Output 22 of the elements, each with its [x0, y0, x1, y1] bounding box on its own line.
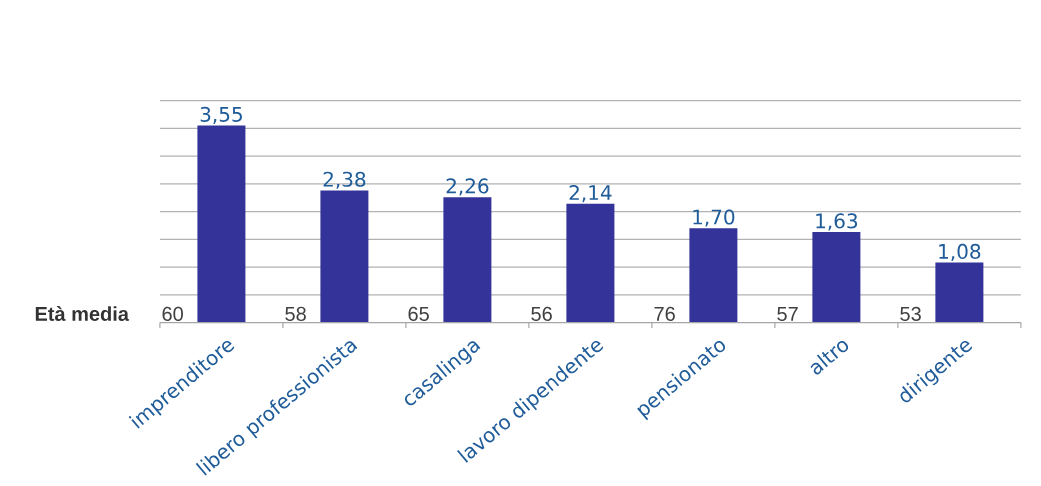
annotation: 53 — [900, 306, 921, 321]
text: Età media — [35, 306, 130, 321]
bar — [689, 228, 738, 323]
bar — [320, 190, 369, 323]
annotation: 76 — [654, 306, 675, 321]
annotation: 57 — [777, 306, 798, 321]
data-label: 2,26 — [446, 178, 489, 196]
bar — [935, 262, 984, 323]
data-label: 1,08 — [939, 243, 981, 261]
bar — [197, 125, 246, 323]
annotation: 60 — [162, 306, 183, 321]
annotation: 56 — [531, 306, 552, 321]
bar — [566, 203, 615, 323]
bar — [443, 197, 492, 323]
data-label: 1,70 — [693, 209, 735, 227]
annotation: 65 — [408, 306, 429, 321]
data-label: 2,38 — [323, 171, 366, 189]
data-label: 2,14 — [569, 184, 612, 203]
bar — [812, 232, 861, 323]
annotation: 58 — [285, 306, 306, 321]
data-label: 3,55 — [200, 106, 242, 124]
data-label: 1,63 — [816, 213, 858, 231]
